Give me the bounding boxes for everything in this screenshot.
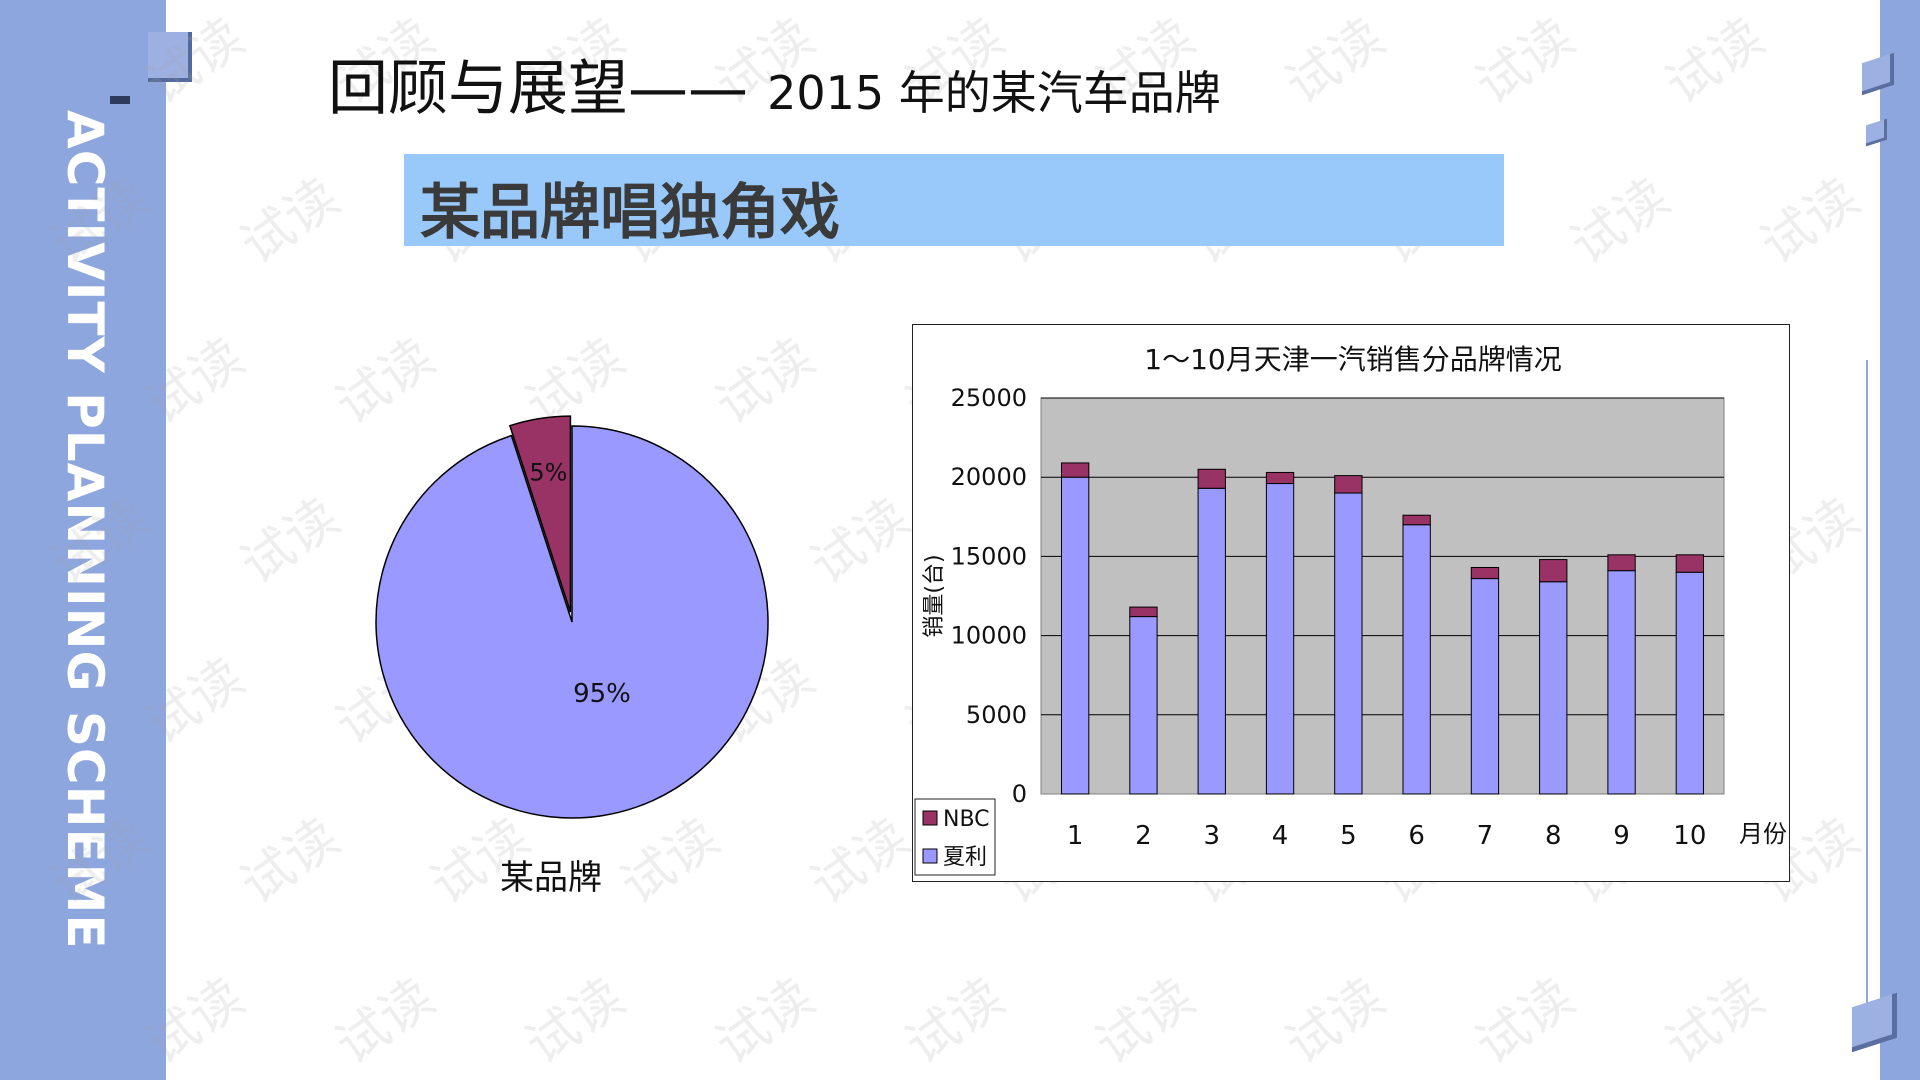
watermark-text: 试读 [705,967,825,1077]
subtitle: 某品牌唱独角戏 [420,178,840,248]
watermark-text: 试读 [1275,967,1395,1077]
bar-xiali-3 [1197,487,1226,795]
watermark-text: 试读 [515,967,635,1077]
bar-xiali-1 [1060,476,1090,795]
bar-nbc-1 [1060,462,1090,478]
side-caption: ACTIVITY PLANNING SCHEME [56,110,114,950]
title-rest: 年的某汽车品牌 [884,66,1221,120]
title-main: 回顾与展望—— [328,54,768,124]
bar-nbc-2 [1129,606,1158,618]
bar-nbc-8 [1539,559,1568,583]
bar-nbc-9 [1607,554,1636,572]
pie-caption: 某品牌 [500,858,602,898]
bar-xiali-10 [1675,571,1705,795]
legend-swatch [922,848,938,864]
x-tick-label: 10 [1673,821,1706,851]
y-tick-label: 20000 [951,463,1027,491]
bar-nbc-7 [1470,566,1500,580]
x-tick-label: 5 [1340,821,1357,851]
pie-label-main: 95% [573,679,631,709]
pie-slice-main [375,425,769,819]
pie-slice-small [508,415,572,613]
watermark-text: 试读 [230,807,350,917]
legend-label: 夏利 [943,845,987,870]
x-tick-label: 6 [1408,821,1425,851]
watermark-text: 试读 [1750,167,1870,277]
y-tick-label: 10000 [951,622,1027,650]
legend-swatch [922,810,938,826]
x-tick-label: 8 [1545,821,1562,851]
watermark-text: 试读 [1465,7,1585,117]
bar-nbc-10 [1675,554,1705,573]
watermark-text: 试读 [1655,967,1775,1077]
watermark-text: 试读 [1560,167,1680,277]
bar-xiali-7 [1470,578,1500,795]
bar-xiali-6 [1402,524,1431,795]
pie-chart-svg: 95% 5% [375,415,769,819]
bar-chart-frame: 1～10月天津一汽销售分品牌情况 0 5000 10000 15000 20000 2500… [912,324,1790,882]
bar-nbc-3 [1197,468,1226,489]
y-tick-label: 0 [1012,780,1027,808]
corner-mark [110,96,130,104]
bar-chart-svg: 1～10月天津一汽销售分品牌情况 0 5000 10000 15000 20000 2500… [914,343,1787,876]
y-tick-label: 25000 [951,384,1027,412]
right-accent-band [1880,0,1920,1080]
bar-xiali-4 [1265,483,1295,795]
y-axis-label: 销量(台) [922,554,947,637]
pie-chart: 95% 5% [360,410,800,830]
watermark-text: 试读 [1465,967,1585,1077]
watermark-text: 试读 [1655,7,1775,117]
x-tick-label: 7 [1477,821,1494,851]
bar-xiali-2 [1129,616,1158,795]
x-tick-label: 9 [1613,821,1630,851]
x-tick-label: 1 [1067,821,1084,851]
watermark-text: 试读 [1085,967,1205,1077]
right-accent-line [1866,360,1868,1020]
title-year: 2015 [767,66,885,120]
legend-label: NBC [943,807,990,832]
bar-nbc-4 [1265,471,1295,485]
bar-xiali-9 [1607,570,1636,795]
watermark-text: 试读 [230,487,350,597]
pie-label-small: 5% [529,459,567,487]
x-tick-label: 4 [1272,821,1289,851]
x-tick-label: 3 [1203,821,1220,851]
subtitle-banner: 某品牌唱独角戏 [404,154,1504,248]
bar-nbc-5 [1334,475,1363,494]
page-title: 回顾与展望—— 2015 年的某汽车品牌 [328,40,1221,127]
x-axis-label: 月份 [1739,820,1787,848]
watermark-text: 试读 [1275,7,1395,117]
watermark-text: 试读 [800,807,920,917]
watermark-text: 试读 [230,167,350,277]
left-accent-band [0,0,166,1080]
bar-xiali-8 [1539,581,1568,795]
bar-xiali-5 [1334,492,1363,795]
corner-decoration [148,32,192,82]
bar-nbc-6 [1402,514,1431,526]
x-tick-label: 2 [1135,821,1152,851]
watermark-text: 试读 [895,967,1015,1077]
legend: NBC 夏利 [914,798,996,876]
watermark-text: 试读 [325,967,445,1077]
y-tick-label: 15000 [951,542,1027,570]
watermark-text: 试读 [800,487,920,597]
bar-chart-title: 1～10月天津一汽销售分品牌情况 [1144,343,1561,376]
y-tick-label: 5000 [966,701,1027,729]
